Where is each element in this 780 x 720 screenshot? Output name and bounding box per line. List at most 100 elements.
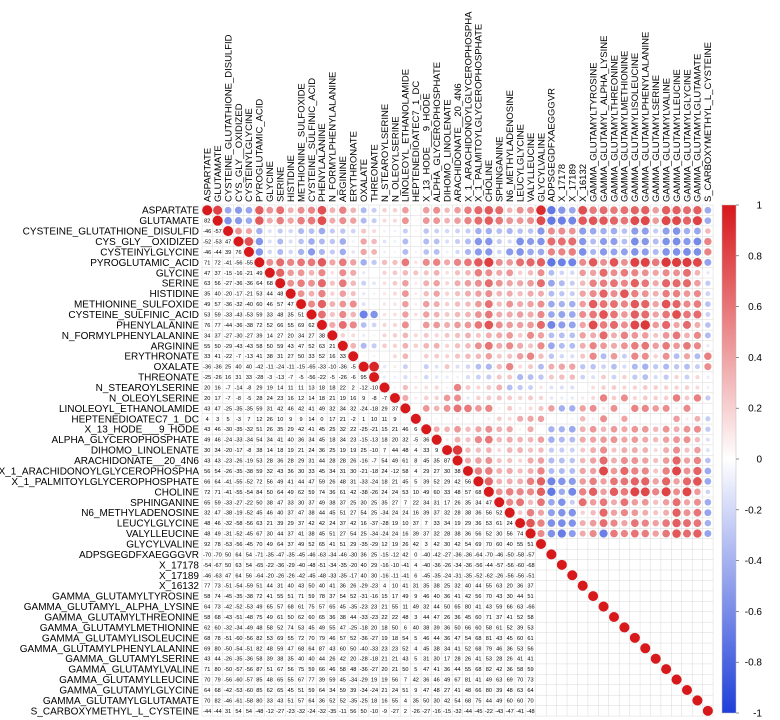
diagonal-circle: [348, 351, 359, 362]
correlation-value-label: -36: [214, 365, 222, 371]
correlation-value-label: 28: [288, 459, 294, 465]
correlation-value-label: 65: [329, 605, 335, 611]
correlation-circle: [694, 353, 701, 360]
correlation-circle: [672, 394, 681, 402]
correlation-circle: [694, 446, 701, 454]
correlation-value-label: 44: [277, 532, 283, 538]
correlation-value-label: 78: [319, 594, 325, 600]
correlation-circle: [547, 227, 555, 235]
col-label-layer: ASPARTATE GLUTAMATE CYSTEINE_GLUTATHIONE_D…: [203, 11, 715, 202]
correlation-circle: [569, 405, 576, 412]
correlation-value-label: 34: [340, 406, 346, 412]
correlation-value-label: 9: [289, 417, 292, 423]
correlation-circle: [589, 436, 597, 443]
correlation-circle: [611, 395, 617, 401]
correlation-value-label: 20: [204, 386, 210, 392]
correlation-circle: [484, 477, 493, 486]
correlation-circle: [392, 343, 398, 348]
correlation-value-label: 36: [361, 552, 367, 558]
correlation-value-label: 45: [288, 688, 294, 694]
column-label: GAMMA_GLUTAMYLGLYCINE: [682, 69, 693, 202]
correlation-circle: [526, 258, 535, 267]
column-label: ARGININE: [338, 156, 349, 202]
correlation-value-label: 37: [215, 271, 221, 277]
correlation-value-label: 71: [204, 667, 210, 673]
row-label: X_16132: [159, 581, 199, 592]
correlation-circle: [475, 290, 482, 297]
correlation-circle: [485, 363, 492, 370]
correlation-value-label: 50: [267, 490, 273, 496]
correlation-circle: [662, 289, 670, 298]
correlation-value-label: 80: [215, 646, 221, 652]
correlation-circle: [371, 238, 377, 245]
correlation-circle: [591, 417, 595, 421]
correlation-value-label: -61: [234, 698, 242, 704]
correlation-circle: [536, 216, 546, 226]
correlation-value-label: 48: [402, 615, 408, 621]
correlation-value-label: 14: [308, 396, 314, 402]
correlation-circle: [402, 394, 409, 402]
correlation-value-label: -53: [245, 313, 253, 319]
correlation-circle: [693, 237, 702, 246]
correlation-value-label: 22: [381, 615, 387, 621]
correlation-circle: [641, 529, 650, 538]
correlation-circle: [423, 353, 429, 359]
correlation-value-label: -36: [245, 281, 253, 287]
correlation-circle: [547, 529, 556, 538]
correlation-circle: [704, 217, 712, 224]
correlation-circle: [518, 406, 522, 410]
correlation-circle: [630, 477, 639, 486]
correlation-circle: [558, 321, 566, 329]
correlation-value-label: 82: [256, 646, 262, 652]
correlation-circle: [401, 217, 409, 225]
correlation-value-label: 21: [392, 657, 398, 663]
correlation-circle: [692, 216, 702, 226]
correlation-value-label: 68: [475, 490, 481, 496]
correlation-circle: [307, 248, 316, 256]
correlation-circle: [558, 206, 566, 214]
correlation-circle: [382, 207, 387, 213]
correlation-value-label: 51: [340, 542, 346, 548]
correlation-circle: [599, 466, 609, 476]
correlation-circle: [631, 227, 639, 235]
correlation-circle: [662, 279, 671, 288]
correlation-circle: [609, 258, 619, 267]
correlation-value-label: -5: [246, 396, 251, 402]
correlation-circle: [610, 332, 617, 339]
correlation-circle: [653, 332, 659, 338]
correlation-circle: [402, 270, 409, 276]
correlation-circle: [455, 249, 460, 255]
correlation-circle: [579, 290, 586, 297]
correlation-value-label: 74: [517, 532, 523, 538]
correlation-circle: [454, 301, 461, 307]
colorbar-tick-label: 0.4: [748, 353, 762, 364]
correlation-circle: [662, 352, 670, 360]
correlation-circle: [465, 437, 471, 443]
correlation-value-label: -64: [255, 573, 263, 579]
correlation-value-label: 28: [340, 459, 346, 465]
correlation-value-label: 6: [414, 427, 417, 433]
correlation-value-label: -42: [224, 688, 232, 694]
correlation-value-label: 41: [454, 594, 460, 600]
correlation-circle: [631, 289, 639, 298]
correlation-circle: [579, 416, 586, 422]
correlation-circle: [329, 207, 336, 214]
correlation-value-label: 26: [329, 479, 335, 485]
correlation-circle: [350, 269, 357, 276]
correlation-value-label: 29: [256, 386, 262, 392]
correlation-value-label: -38: [245, 594, 253, 600]
correlation-circle: [579, 426, 586, 433]
correlation-circle: [630, 487, 640, 497]
correlation-value-label: 82: [486, 667, 492, 673]
correlation-value-label: 16: [329, 354, 335, 360]
correlation-circle: [330, 291, 335, 296]
correlation-circle: [496, 228, 503, 234]
correlation-value-label: 48: [402, 448, 408, 454]
correlation-circle: [571, 417, 574, 421]
correlation-circle: [329, 238, 336, 245]
correlation-circle: [255, 216, 264, 225]
diagonal-circle: [421, 424, 432, 435]
correlation-circle: [568, 508, 577, 517]
correlation-value-label: -33: [328, 573, 336, 579]
correlation-circle: [663, 447, 670, 454]
